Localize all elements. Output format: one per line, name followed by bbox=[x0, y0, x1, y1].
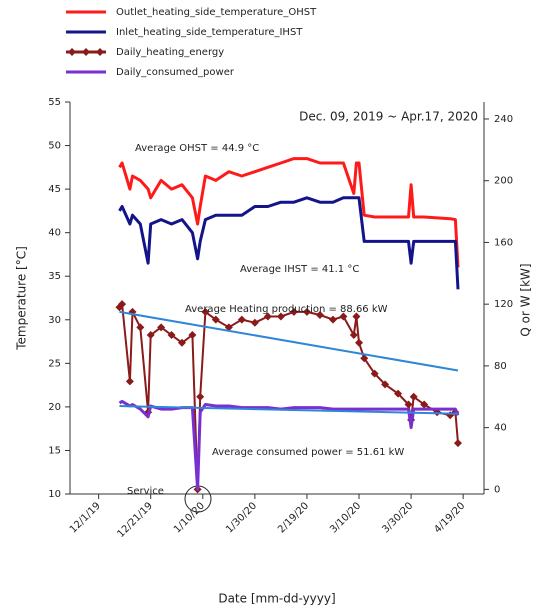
marker bbox=[350, 331, 358, 339]
annotation: Average consumed power = 51.61 kW bbox=[212, 447, 404, 458]
legend-label: Outlet_heating_side_temperature_OHST bbox=[116, 7, 317, 18]
y-tick-label: 30 bbox=[48, 315, 61, 326]
y-tick-label: 10 bbox=[48, 489, 61, 500]
marker bbox=[126, 377, 134, 385]
y2-tick-label: 240 bbox=[494, 114, 513, 125]
marker bbox=[454, 439, 462, 447]
legend-marker bbox=[96, 48, 104, 56]
annotation: Service bbox=[127, 486, 164, 497]
x-axis-label: Date [mm-dd-yyyy] bbox=[218, 592, 335, 606]
legend-marker bbox=[82, 48, 90, 56]
y-tick-label: 55 bbox=[48, 97, 61, 108]
x-tick-label: 12/1/19 bbox=[68, 500, 103, 535]
x-tick-label: 2/19/20 bbox=[276, 500, 311, 535]
annotation: Average OHST = 44.9 °C bbox=[135, 143, 259, 154]
y-axis-label: Temperature [°C] bbox=[15, 246, 29, 351]
y-tick-label: 25 bbox=[48, 358, 61, 369]
x-tick-label: 4/19/20 bbox=[432, 500, 467, 535]
x-tick-label: 1/10/20 bbox=[172, 500, 207, 535]
series-line bbox=[120, 401, 459, 489]
marker bbox=[136, 323, 144, 331]
y2-tick-label: 80 bbox=[494, 361, 507, 372]
series-line bbox=[120, 159, 459, 268]
legend-marker bbox=[68, 48, 76, 56]
y-tick-label: 15 bbox=[48, 445, 61, 456]
y-tick-label: 45 bbox=[48, 184, 61, 195]
y2-tick-label: 120 bbox=[494, 299, 513, 310]
y-tick-label: 50 bbox=[48, 141, 61, 152]
marker bbox=[196, 393, 204, 401]
y2-tick-label: 40 bbox=[494, 423, 507, 434]
legend-label: Daily_consumed_power bbox=[116, 67, 235, 78]
x-tick-label: 3/10/20 bbox=[328, 500, 363, 535]
y-tick-label: 35 bbox=[48, 271, 61, 282]
y2-axis-label: Q or W [kW] bbox=[519, 263, 533, 336]
series-line bbox=[120, 304, 459, 489]
annotation: Dec. 09, 2019 ~ Apr.17, 2020 bbox=[299, 110, 478, 124]
annotation: Average IHST = 41.1 °C bbox=[240, 264, 359, 275]
marker bbox=[238, 316, 246, 324]
y-tick-label: 40 bbox=[48, 228, 61, 239]
x-tick-label: 12/21/19 bbox=[115, 500, 155, 540]
y2-tick-label: 0 bbox=[494, 484, 500, 495]
trendline bbox=[119, 312, 457, 371]
marker bbox=[329, 316, 337, 324]
legend-label: Inlet_heating_side_temperature_IHST bbox=[116, 27, 303, 38]
y-tick-label: 20 bbox=[48, 402, 61, 413]
series-line bbox=[120, 198, 459, 289]
x-tick-label: 1/30/20 bbox=[224, 500, 259, 535]
legend-label: Daily_heating_energy bbox=[116, 47, 224, 58]
marker bbox=[355, 339, 363, 347]
y2-tick-label: 160 bbox=[494, 237, 513, 248]
marker bbox=[251, 319, 259, 327]
chart: 10 15 20 25 30 35 40 45 50 55 0 40 80 120 160 200 240 12/… bbox=[0, 0, 539, 613]
annotation: Average Heating production = 88.66 kW bbox=[185, 304, 388, 315]
x-tick-label: 3/30/20 bbox=[380, 500, 415, 535]
y2-tick-label: 200 bbox=[494, 176, 513, 187]
